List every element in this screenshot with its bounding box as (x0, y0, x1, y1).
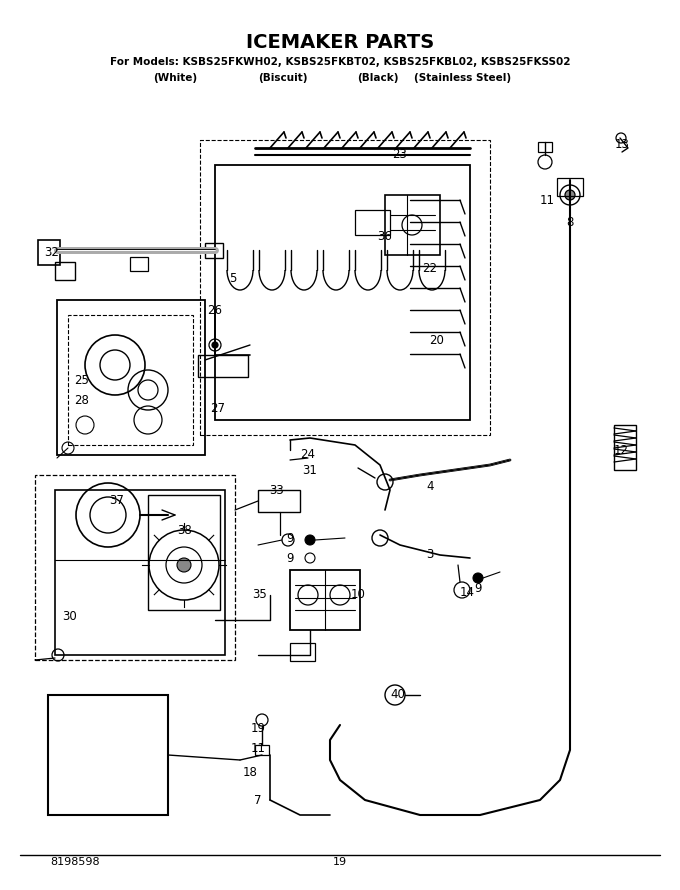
Text: 31: 31 (303, 464, 318, 476)
Text: 36: 36 (377, 231, 392, 244)
Text: 14: 14 (460, 586, 475, 598)
Text: (Black): (Black) (357, 73, 398, 83)
Bar (255, 745, 269, 755)
Text: 27: 27 (211, 401, 226, 415)
Text: 37: 37 (109, 493, 124, 506)
Bar (55, 490, 225, 655)
Bar (200, 140, 490, 435)
Bar (215, 165, 470, 420)
Bar (48, 695, 168, 815)
Text: 33: 33 (270, 483, 284, 497)
Text: 8198598: 8198598 (50, 857, 100, 867)
Bar (35, 475, 235, 660)
Circle shape (177, 558, 191, 572)
Text: 38: 38 (177, 523, 192, 537)
Text: 20: 20 (430, 334, 445, 346)
Text: 28: 28 (75, 393, 90, 407)
Text: For Models: KSBS25FKWH02, KSBS25FKBT02, KSBS25FKBL02, KSBS25FKSS02: For Models: KSBS25FKWH02, KSBS25FKBT02, … (109, 57, 571, 67)
Text: 40: 40 (390, 689, 405, 701)
Text: 19: 19 (333, 857, 347, 867)
Text: 9: 9 (474, 581, 481, 595)
Text: 18: 18 (243, 766, 258, 780)
Text: 10: 10 (351, 588, 365, 602)
Bar (557, 178, 583, 196)
Text: (Biscuit): (Biscuit) (258, 73, 308, 83)
Text: 11: 11 (539, 193, 554, 206)
Text: 4: 4 (426, 481, 434, 493)
Text: 32: 32 (45, 246, 59, 258)
Bar (68, 315, 193, 445)
Text: 12: 12 (613, 443, 628, 457)
Bar (205, 243, 223, 258)
Bar (148, 495, 220, 610)
Text: 13: 13 (615, 139, 630, 151)
Bar (258, 490, 300, 512)
Text: 22: 22 (422, 262, 437, 274)
Bar (38, 240, 60, 265)
Bar (355, 210, 390, 235)
Text: 26: 26 (207, 303, 222, 317)
Bar (130, 257, 148, 271)
Text: 35: 35 (253, 588, 267, 602)
Bar (385, 195, 440, 255)
Circle shape (305, 535, 315, 545)
Text: 25: 25 (75, 374, 90, 386)
Text: 30: 30 (63, 610, 78, 622)
Text: 24: 24 (301, 449, 316, 462)
Text: 11: 11 (250, 741, 265, 755)
Text: 5: 5 (229, 271, 237, 285)
Text: 23: 23 (392, 149, 407, 161)
Text: 3: 3 (426, 548, 434, 562)
Bar (290, 643, 315, 661)
Circle shape (212, 342, 218, 348)
Text: 8: 8 (566, 215, 574, 229)
Text: (Stainless Steel): (Stainless Steel) (414, 73, 511, 83)
Bar (290, 570, 360, 630)
Text: 19: 19 (250, 722, 265, 734)
Text: 7: 7 (254, 794, 262, 806)
Bar (538, 142, 552, 152)
Text: 9: 9 (286, 531, 294, 545)
Circle shape (473, 573, 483, 583)
Bar (198, 355, 248, 377)
Text: (White): (White) (153, 73, 197, 83)
Text: ICEMAKER PARTS: ICEMAKER PARTS (246, 33, 434, 52)
Text: 9: 9 (286, 552, 294, 564)
Bar (57, 300, 205, 455)
Bar (614, 425, 636, 470)
Bar (55, 262, 75, 280)
Circle shape (565, 190, 575, 200)
